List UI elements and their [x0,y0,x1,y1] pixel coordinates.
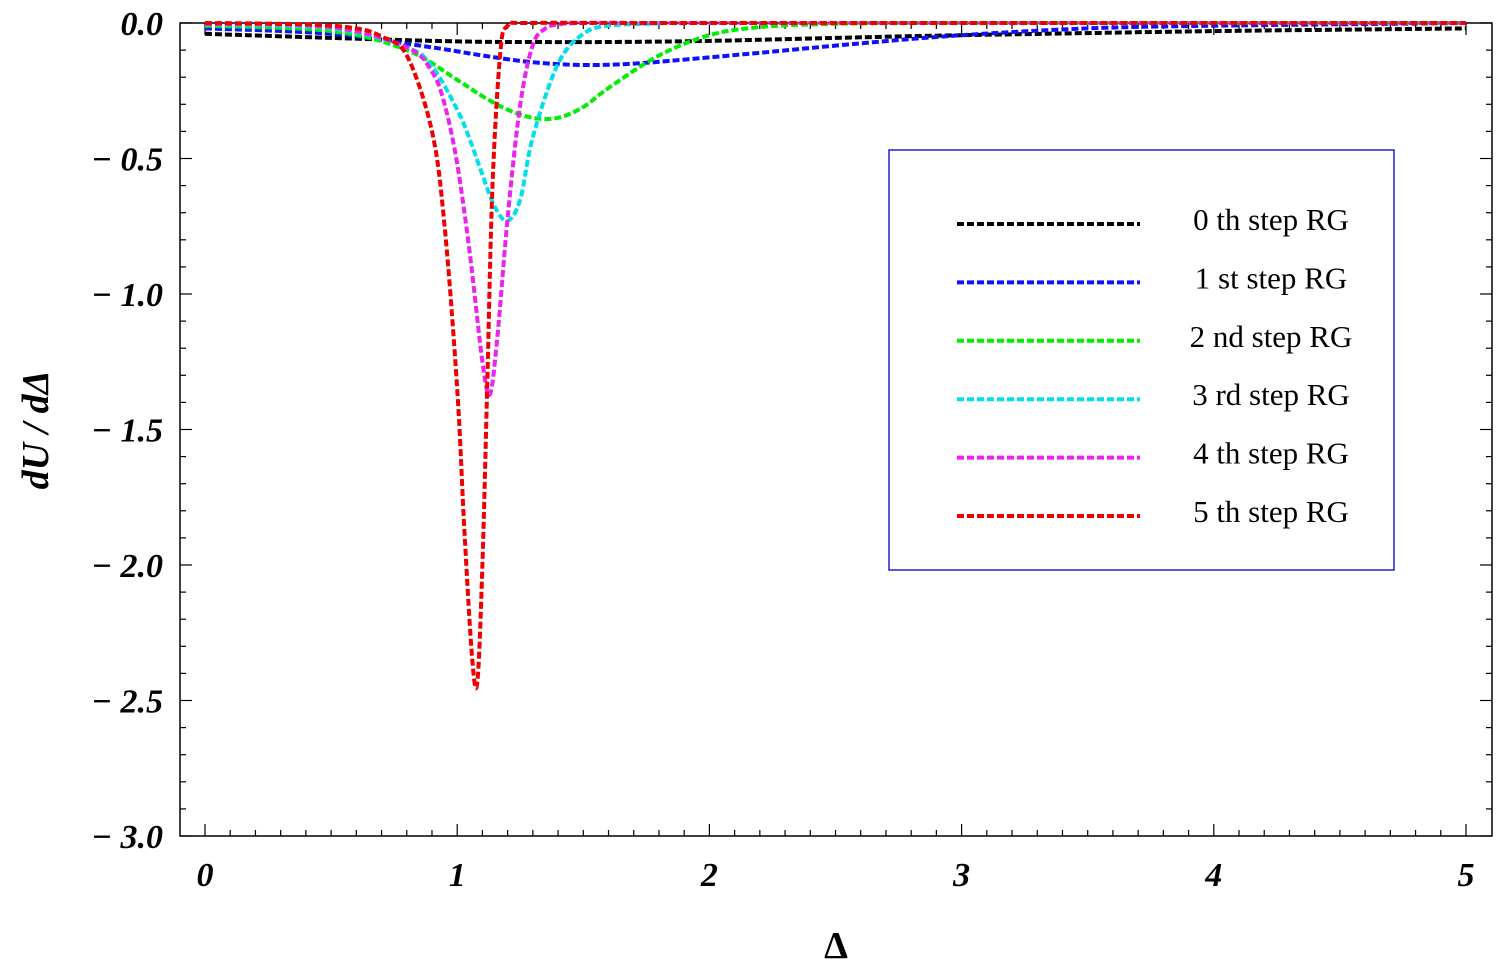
series-lines [204,20,1467,691]
y-tick-labels: 0.0 − 0.5 − 1.0 − 1.5 − 2.0 − 2.5 − 3.0 [91,6,163,856]
x-tick-label: 0 [197,857,214,894]
legend-label-2: 2 nd step RG [1190,319,1353,354]
x-tick-label: 5 [1458,857,1475,894]
x-tick-labels: 0 1 2 3 4 5 [197,857,1475,894]
y-tick-label: − 0.5 [91,142,163,179]
series-line-5 [204,20,1466,691]
legend-label-1: 1 st step RG [1195,260,1347,295]
x-tick-label: 4 [1204,857,1222,894]
series-line-0 [204,26,1467,45]
y-tick-label: − 1.5 [91,413,163,450]
y-tick-label: − 2.5 [91,684,163,721]
legend-label-3: 3 rd step RG [1192,377,1350,412]
x-tick-label: 2 [700,857,718,894]
legend-label-4: 4 th step RG [1193,436,1349,471]
series-line-1 [204,21,1467,68]
y-tick-label: − 2.0 [91,548,163,585]
legend-label-0: 0 th step RG [1193,202,1349,237]
y-tick-label: − 3.0 [91,819,163,856]
legend-box [888,149,1395,571]
x-axis-title: Δ [824,925,848,967]
y-tick-label: − 1.0 [91,277,163,314]
legend: 0 th step RG 1 st step RG 2 nd step RG 3 rd… [888,149,1395,571]
x-tick-label: 3 [952,857,970,894]
y-tick-label: 0.0 [121,6,164,43]
legend-label-5: 5 th step RG [1193,494,1349,529]
x-tick-label: 1 [449,857,466,894]
y-axis-title: dU / dΔ [15,371,57,490]
legend-items: 0 th step RG 1 st step RG 2 nd step RG 3 rd… [957,202,1352,529]
